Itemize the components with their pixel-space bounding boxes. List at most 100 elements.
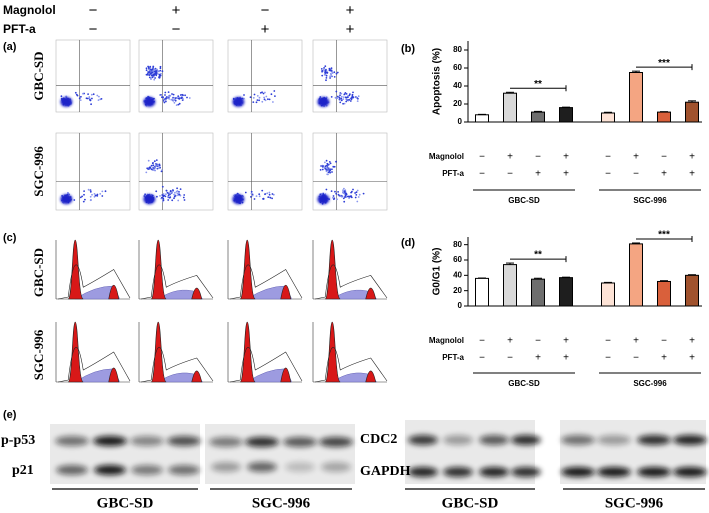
cell-dot — [340, 99, 343, 102]
cell-dot — [355, 191, 358, 194]
treatment-sign: + — [563, 169, 569, 180]
cell-dot — [355, 194, 358, 196]
cell-dot — [163, 101, 166, 104]
cell-dot — [343, 187, 345, 190]
cell-dot — [148, 67, 150, 70]
cell-dot — [149, 166, 151, 169]
cell-dot — [168, 95, 171, 98]
bar — [559, 277, 573, 307]
cell-dot — [174, 191, 176, 194]
cell-dot — [167, 195, 170, 198]
cell-dot — [74, 91, 77, 94]
treatment-sign: − — [633, 353, 639, 364]
group-label: GBC-SD — [508, 196, 540, 205]
cell-dot — [271, 193, 274, 195]
cell-dot — [334, 190, 336, 193]
cell-dot — [182, 196, 185, 199]
cell-dot — [147, 159, 150, 162]
cell-dot — [349, 195, 351, 198]
bar — [475, 277, 489, 307]
bar — [503, 92, 517, 123]
cell-dot — [321, 168, 324, 171]
cell-dot — [175, 104, 178, 106]
cell-dot — [177, 199, 180, 202]
cell-dot — [264, 99, 267, 102]
cell-dot — [145, 67, 148, 70]
cell-cluster — [143, 194, 156, 205]
protein-band — [597, 435, 631, 445]
cell-dot — [176, 97, 179, 99]
cell-dot — [268, 98, 271, 101]
treatment-sign: − — [605, 152, 611, 163]
cell-dot — [355, 97, 358, 99]
cell-dot — [93, 195, 96, 198]
cell-dot — [158, 73, 161, 76]
cell-dot — [177, 95, 180, 98]
cell-dot — [151, 74, 153, 77]
y-tick-label: 60 — [453, 63, 462, 72]
cell-dot — [263, 96, 265, 99]
treatment-sign: − — [479, 152, 485, 163]
hist-outline — [314, 264, 388, 300]
panel-label: (c) — [3, 232, 17, 244]
cell-dot — [352, 188, 354, 191]
cell-dot — [326, 72, 329, 74]
cell-dot — [156, 164, 159, 167]
cell-dot — [335, 72, 338, 75]
protein-band — [637, 435, 671, 445]
cell-dot — [154, 166, 157, 169]
cell-dot — [87, 188, 90, 191]
cell-dot — [169, 190, 172, 193]
cell-dot — [256, 99, 259, 101]
treatment-label: PFT-a — [442, 353, 464, 362]
hist-outline — [140, 264, 214, 300]
hist-g1-peak — [67, 321, 84, 383]
cell-dot — [253, 93, 256, 96]
protein-band — [637, 467, 671, 477]
cell-dot — [258, 99, 260, 102]
blot-background — [205, 424, 355, 484]
cell-dot — [98, 95, 100, 98]
hist-g1-peak — [239, 239, 256, 300]
cell-dot — [91, 193, 93, 196]
cell-dot — [334, 96, 337, 99]
cell-dot — [261, 189, 264, 192]
protein-band — [443, 467, 473, 477]
cell-dot — [146, 167, 149, 170]
cell-dot — [328, 161, 331, 163]
cell-dot — [156, 195, 158, 198]
cell-dot — [177, 103, 180, 106]
treatment-sign: + — [563, 152, 569, 163]
cell-dot — [162, 100, 165, 102]
cell-dot — [89, 191, 92, 193]
cell-dot — [79, 99, 82, 101]
blot-background — [50, 424, 200, 484]
cell-dot — [356, 189, 359, 192]
cell-dot — [153, 78, 156, 81]
cell-dot — [342, 98, 345, 100]
hist-outline — [229, 346, 303, 383]
protein-band — [673, 467, 707, 477]
cell-dot — [80, 95, 82, 98]
cell-dot — [168, 191, 170, 194]
panel-label: (b) — [401, 43, 415, 55]
cell-dot — [342, 197, 345, 200]
cell-dot — [101, 195, 104, 197]
cell-dot — [163, 98, 166, 100]
protein-label: CDC2 — [360, 432, 397, 447]
protein-band — [511, 467, 541, 477]
cell-dot — [168, 196, 171, 199]
cell-dot — [164, 94, 166, 96]
cell-dot — [87, 93, 89, 95]
cell-dot — [255, 195, 258, 198]
cell-dot — [96, 193, 99, 196]
protein-band — [93, 436, 127, 446]
cell-dot — [328, 68, 331, 71]
group-label: SGC-996 — [633, 196, 667, 205]
cell-dot — [330, 96, 333, 98]
protein-band — [211, 462, 241, 472]
cell-dot — [173, 98, 176, 101]
significance-label: ** — [534, 250, 542, 261]
treatment-sign: + — [661, 353, 667, 364]
cell-dot — [321, 69, 324, 72]
